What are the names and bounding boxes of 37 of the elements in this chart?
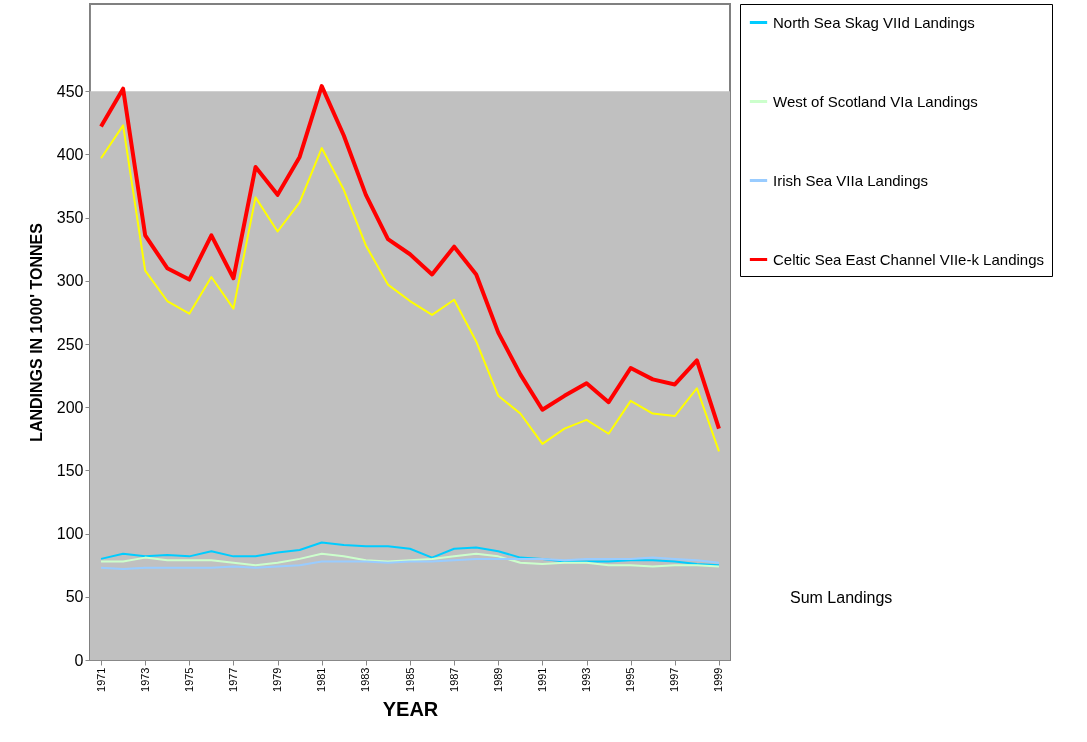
x-tick-label: 1985 [403, 667, 416, 692]
line-series [99, 84, 721, 431]
y-tick-label: 350 [56, 209, 84, 227]
x-tick-label: 1989 [491, 667, 504, 692]
line-series [100, 124, 720, 453]
legend-label: West of Scotland VIa Landings [773, 92, 978, 110]
y-axis-title: LANDINGS IN 1000' TONNES [27, 222, 45, 442]
x-tick-label: 1975 [182, 667, 195, 692]
y-tick-label: 200 [56, 398, 84, 416]
x-tick-label: 1995 [624, 667, 637, 692]
x-axis-title: YEAR [382, 697, 439, 720]
legend-label: North Sea Skag VIId Landings [773, 13, 975, 31]
y-tick-label: 250 [56, 335, 84, 353]
x-tick-label: 1993 [580, 667, 593, 692]
x-tick-label: 1973 [138, 667, 151, 692]
line-series [100, 552, 720, 568]
y-tick-label: 0 [74, 651, 84, 669]
x-tick-label: 1999 [712, 667, 725, 692]
x-tick-label: 1979 [271, 667, 284, 692]
y-tick-label: 150 [56, 461, 84, 479]
y-tick-label: 300 [56, 272, 84, 290]
x-tick-label: 1977 [226, 667, 239, 692]
line-series [100, 541, 720, 567]
y-tick-label: 450 [56, 82, 84, 100]
legend-label: Irish Sea VIIa Landings [773, 171, 929, 189]
x-tick-label: 1983 [359, 667, 372, 692]
x-tick-label: 1997 [668, 667, 681, 692]
x-tick-label: 1971 [94, 667, 107, 692]
text: Sum Landings [790, 589, 893, 606]
legend-label: Celtic Sea East Channel VIIe-k Landings [773, 250, 1044, 268]
line-series [100, 556, 720, 570]
y-tick-label: 400 [56, 145, 84, 163]
x-tick-label: 1981 [315, 667, 328, 692]
x-tick-label: 1991 [535, 667, 548, 692]
y-tick-label: 50 [65, 588, 84, 606]
y-tick-label: 100 [56, 525, 84, 543]
x-tick-label: 1987 [447, 667, 460, 692]
